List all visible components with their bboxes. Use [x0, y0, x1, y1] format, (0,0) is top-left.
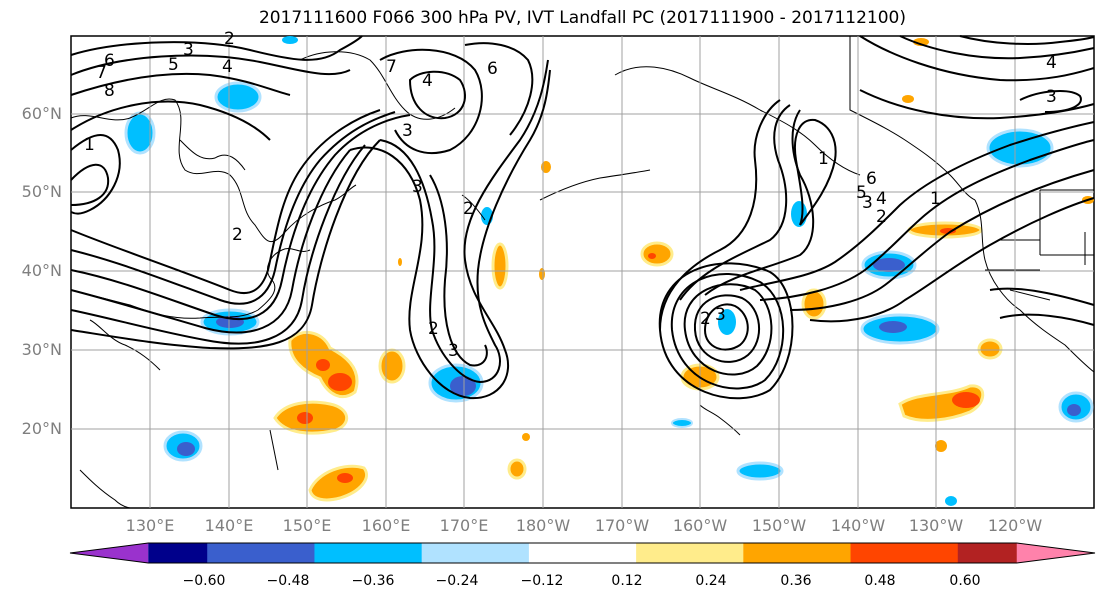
colorbar-segment: [207, 543, 315, 563]
contour-label: 1: [930, 189, 941, 209]
colorbar-segment: [850, 543, 959, 563]
colorbar-tick-label: 0.60: [949, 573, 981, 589]
contour-label: 6: [104, 51, 115, 71]
colorbar-segment: [148, 543, 208, 563]
contour-label-group: 2 3 4 5 6 7 8 1 2 3 4 6 7 1 2 3 4 5 6 4 …: [84, 29, 1057, 361]
colorbar-tick-label: 0.36: [780, 573, 812, 589]
colorbar-outline: [69, 542, 1096, 564]
contour-label: 5: [168, 55, 179, 75]
lon-label: 130°E: [125, 516, 175, 535]
contour-label: 7: [386, 57, 397, 77]
lat-label: 50°N: [21, 182, 62, 201]
lat-label: 30°N: [21, 340, 62, 359]
contour-label: 1: [84, 135, 95, 155]
colorbar-segment: [528, 543, 637, 563]
contour-label: 2: [232, 225, 243, 245]
contour-label: 3: [412, 177, 423, 197]
colorbar-segment: [421, 543, 530, 563]
lon-label: 130°W: [908, 516, 964, 535]
contour-label: 4: [422, 71, 433, 91]
colorbar-tick-label: 0.12: [611, 573, 643, 589]
contour-label: 4: [876, 189, 887, 209]
contour-label: 7: [96, 63, 107, 83]
lon-label: 170°E: [439, 516, 489, 535]
lon-label: 140°W: [830, 516, 886, 535]
lon-label: 170°W: [594, 516, 650, 535]
lat-label: 60°N: [21, 104, 62, 123]
colorbar-tick-label: −0.60: [182, 573, 226, 589]
contour-label: 8: [104, 81, 115, 101]
lon-label: 120°W: [987, 516, 1043, 535]
lon-label: 160°E: [361, 516, 411, 535]
colorbar-segment: [314, 543, 423, 563]
positive-anomaly: [273, 38, 1094, 502]
colorbar-tick-label: −0.48: [266, 573, 310, 589]
colorbar-segment: [70, 543, 149, 563]
colorbar-segment: [957, 543, 1018, 563]
contour-label: 3: [715, 305, 726, 325]
contour-label: 2: [463, 199, 474, 219]
colorbar-segment: [1016, 543, 1095, 563]
colorbar: [69, 542, 1096, 564]
colorbar-segment: [636, 543, 744, 563]
contour-label: 2: [428, 319, 439, 339]
contour-label: 4: [1046, 53, 1057, 73]
lat-label: 20°N: [21, 419, 62, 438]
lon-label: 180°W: [515, 516, 571, 535]
colorbar-tick-label: −0.12: [520, 573, 564, 589]
lon-label: 140°E: [204, 516, 254, 535]
contour-label: 2: [224, 29, 235, 49]
contour-label: 5: [856, 183, 867, 203]
contour-label: 4: [222, 57, 233, 77]
colorbar-tick-label: −0.36: [351, 573, 395, 589]
contour-label: 1: [818, 149, 829, 169]
colorbar-tick-label: 0.48: [864, 573, 896, 589]
lon-label: 160°W: [672, 516, 728, 535]
contour-label: 3: [1046, 87, 1057, 107]
colorbar-tick-label: 0.24: [695, 573, 727, 589]
map-title: 2017111600 F066 300 hPa PV, IVT Landfall…: [258, 8, 906, 28]
contour-label: 6: [487, 59, 498, 79]
contour-label: 3: [862, 193, 873, 213]
contour-label: 3: [183, 40, 194, 60]
colorbar-segment: [743, 543, 852, 563]
contour-label: 6: [866, 169, 877, 189]
lat-label: 40°N: [21, 261, 62, 280]
contour-label: 3: [448, 341, 459, 361]
lon-label: 150°E: [282, 516, 332, 535]
lon-label: 150°W: [751, 516, 807, 535]
colorbar-tick-label: −0.24: [435, 573, 479, 589]
contour-label: 2: [876, 207, 887, 227]
contour-label: 2: [700, 309, 711, 329]
contour-label: 3: [402, 121, 413, 141]
contour-lines: [70, 35, 1095, 400]
